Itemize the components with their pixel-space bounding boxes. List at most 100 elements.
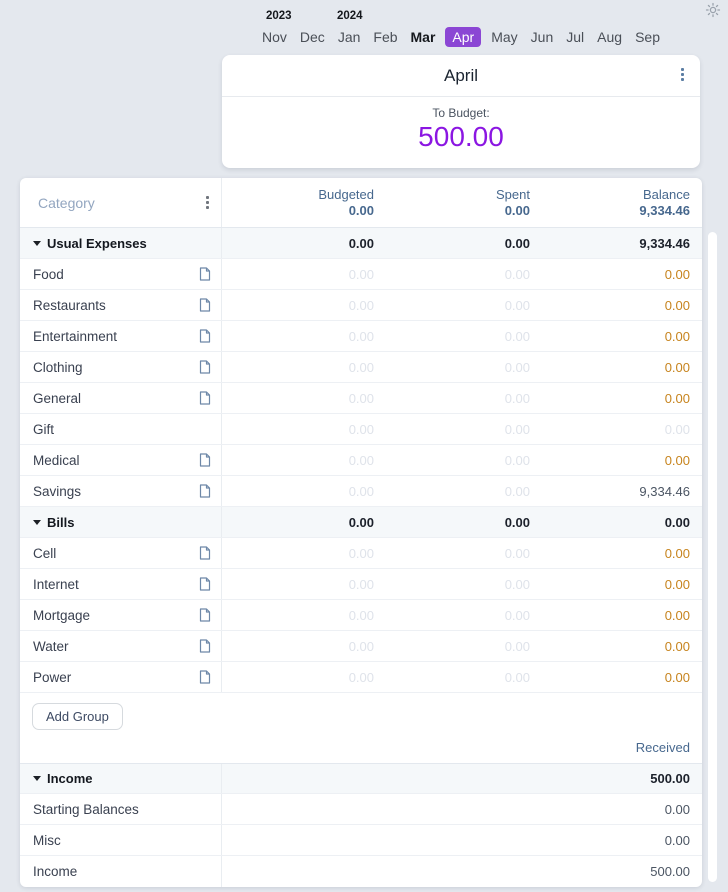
balance-value[interactable]: 9,334.46 bbox=[639, 483, 690, 499]
budgeted-value[interactable]: 0.00 bbox=[348, 266, 374, 282]
add-group-button[interactable]: Add Group bbox=[32, 703, 123, 730]
month-dec[interactable]: Dec bbox=[299, 29, 325, 45]
theme-sun-icon[interactable] bbox=[705, 2, 721, 18]
received-value[interactable]: 0.00 bbox=[664, 832, 690, 848]
balance-value[interactable]: 0.00 bbox=[664, 297, 690, 313]
balance-value[interactable]: 0.00 bbox=[664, 328, 690, 344]
spent-value[interactable]: 0.00 bbox=[504, 576, 530, 592]
received-value[interactable]: 0.00 bbox=[664, 801, 690, 817]
category-name[interactable]: Mortgage bbox=[33, 607, 91, 623]
to-budget-block: To Budget: 500.00 bbox=[222, 97, 700, 154]
spent-value[interactable]: 0.00 bbox=[504, 638, 530, 654]
category-name[interactable]: Medical bbox=[33, 452, 80, 468]
note-icon[interactable] bbox=[199, 639, 211, 653]
balance-value[interactable]: 0.00 bbox=[664, 607, 690, 623]
category-name[interactable]: Internet bbox=[33, 576, 79, 592]
balance-value[interactable]: 0.00 bbox=[664, 390, 690, 406]
month-jun[interactable]: Jun bbox=[530, 29, 554, 45]
budgeted-value[interactable]: 0.00 bbox=[348, 483, 374, 499]
month-aug[interactable]: Aug bbox=[597, 29, 623, 45]
category-menu-kebab-icon[interactable] bbox=[206, 196, 209, 209]
spent-column-header[interactable]: Spent 0.00 bbox=[382, 178, 542, 227]
spent-value[interactable]: 0.00 bbox=[504, 390, 530, 406]
category-name[interactable]: Water bbox=[33, 638, 69, 654]
balance-value[interactable]: 0.00 bbox=[664, 576, 690, 592]
category-name[interactable]: Food bbox=[33, 266, 64, 282]
balance-value[interactable]: 0.00 bbox=[664, 359, 690, 375]
balance-value[interactable]: 0.00 bbox=[664, 452, 690, 468]
category-name[interactable]: Cell bbox=[33, 545, 57, 561]
note-icon[interactable] bbox=[199, 267, 211, 281]
note-icon[interactable] bbox=[199, 577, 211, 591]
budgeted-value[interactable]: 0.00 bbox=[348, 638, 374, 654]
balance-value[interactable]: 0.00 bbox=[664, 638, 690, 654]
spent-value[interactable]: 0.00 bbox=[504, 483, 530, 499]
category-name[interactable]: Income bbox=[33, 864, 78, 879]
month-menu-kebab-icon[interactable] bbox=[681, 68, 684, 81]
note-icon[interactable] bbox=[199, 546, 211, 560]
note-icon[interactable] bbox=[199, 670, 211, 684]
group-name[interactable]: Bills bbox=[47, 514, 75, 530]
budgeted-value[interactable]: 0.00 bbox=[348, 669, 374, 685]
vertical-scrollbar-thumb[interactable] bbox=[708, 232, 717, 882]
month-feb[interactable]: Feb bbox=[373, 29, 398, 45]
category-name[interactable]: Misc bbox=[33, 832, 61, 848]
balance-value[interactable]: 0.00 bbox=[664, 266, 690, 282]
budgeted-value[interactable]: 0.00 bbox=[348, 576, 374, 592]
category-name[interactable]: Clothing bbox=[33, 359, 83, 375]
note-icon[interactable] bbox=[199, 484, 211, 498]
spent-value[interactable]: 0.00 bbox=[504, 266, 530, 282]
spent-value[interactable]: 0.00 bbox=[504, 452, 530, 468]
note-icon[interactable] bbox=[199, 360, 211, 374]
month-may[interactable]: May bbox=[491, 29, 518, 45]
budgeted-value[interactable]: 0.00 bbox=[348, 607, 374, 623]
category-name[interactable]: Entertainment bbox=[33, 328, 118, 344]
month-nov[interactable]: Nov bbox=[262, 29, 287, 45]
spent-value[interactable]: 0.00 bbox=[504, 545, 530, 561]
group-row-income[interactable]: Income 500.00 bbox=[20, 763, 702, 794]
budgeted-column-header[interactable]: Budgeted 0.00 bbox=[222, 178, 382, 227]
month-mar[interactable]: Mar bbox=[410, 29, 436, 45]
collapse-triangle-icon[interactable] bbox=[33, 519, 41, 525]
spent-value[interactable]: 0.00 bbox=[504, 359, 530, 375]
category-name[interactable]: Starting Balances bbox=[33, 801, 139, 817]
note-icon[interactable] bbox=[199, 453, 211, 467]
budgeted-value[interactable]: 0.00 bbox=[348, 359, 374, 375]
collapse-triangle-icon[interactable] bbox=[33, 240, 41, 246]
note-icon[interactable] bbox=[199, 298, 211, 312]
note-icon[interactable] bbox=[199, 608, 211, 622]
category-name[interactable]: General bbox=[33, 390, 82, 406]
spent-value[interactable]: 0.00 bbox=[504, 328, 530, 344]
group-name[interactable]: Usual Expenses bbox=[47, 235, 147, 251]
spent-value[interactable]: 0.00 bbox=[504, 607, 530, 623]
spent-value[interactable]: 0.00 bbox=[504, 669, 530, 685]
balance-value[interactable]: 0.00 bbox=[664, 421, 690, 437]
to-budget-amount[interactable]: 500.00 bbox=[418, 121, 504, 152]
group-row-usual-expenses[interactable]: Usual Expenses 0.00 0.00 9,334.46 bbox=[20, 228, 702, 259]
budgeted-value[interactable]: 0.00 bbox=[348, 328, 374, 344]
received-value[interactable]: 500.00 bbox=[650, 864, 690, 879]
collapse-triangle-icon[interactable] bbox=[33, 776, 41, 781]
budgeted-value[interactable]: 0.00 bbox=[348, 421, 374, 437]
category-name[interactable]: Gift bbox=[33, 421, 55, 437]
group-row-bills[interactable]: Bills 0.00 0.00 0.00 bbox=[20, 507, 702, 538]
category-name[interactable]: Power bbox=[33, 669, 72, 685]
month-jan[interactable]: Jan bbox=[337, 29, 361, 45]
budgeted-value[interactable]: 0.00 bbox=[348, 390, 374, 406]
spent-value[interactable]: 0.00 bbox=[504, 421, 530, 437]
month-jul[interactable]: Jul bbox=[566, 29, 585, 45]
month-sep[interactable]: Sep bbox=[635, 29, 660, 45]
month-apr-selected[interactable]: Apr bbox=[445, 27, 482, 47]
note-icon[interactable] bbox=[199, 329, 211, 343]
budgeted-value[interactable]: 0.00 bbox=[348, 545, 374, 561]
spent-value[interactable]: 0.00 bbox=[504, 297, 530, 313]
balance-column-header[interactable]: Balance 9,334.46 bbox=[542, 178, 702, 227]
balance-value[interactable]: 0.00 bbox=[664, 669, 690, 685]
group-name[interactable]: Income bbox=[47, 771, 93, 786]
category-name[interactable]: Savings bbox=[33, 483, 82, 499]
note-icon[interactable] bbox=[199, 391, 211, 405]
budgeted-value[interactable]: 0.00 bbox=[348, 297, 374, 313]
category-name[interactable]: Restaurants bbox=[33, 297, 106, 313]
budgeted-value[interactable]: 0.00 bbox=[348, 452, 374, 468]
balance-value[interactable]: 0.00 bbox=[664, 545, 690, 561]
